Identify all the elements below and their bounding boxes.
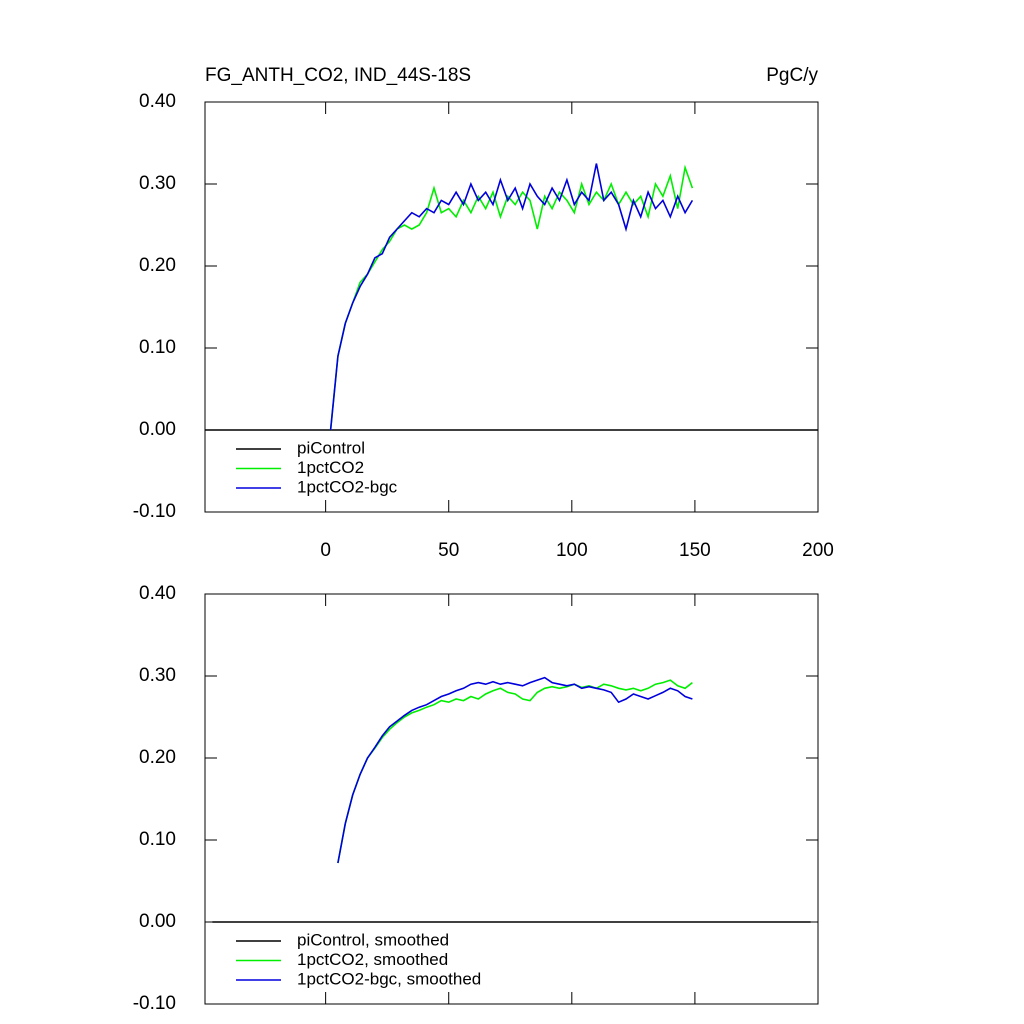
- units-label: PgC/y: [766, 65, 818, 86]
- y-tick-label: 0.10: [139, 829, 176, 850]
- y-tick-label: 0.30: [139, 665, 176, 686]
- legend-label: piControl, smoothed: [297, 930, 449, 949]
- x-tick-label: 150: [679, 540, 711, 561]
- x-tick-label: 50: [438, 540, 459, 561]
- y-tick-label: 0.20: [139, 747, 176, 768]
- y-tick-label: 0.40: [139, 583, 176, 604]
- x-tick-label: 0: [320, 540, 331, 561]
- y-tick-label: -0.10: [133, 993, 176, 1014]
- y-tick-label: 0.40: [139, 91, 176, 112]
- legend-label: 1pctCO2-bgc, smoothed: [297, 969, 481, 988]
- legend-label: piControl: [297, 438, 365, 457]
- legend-label: 1pctCO2: [297, 458, 364, 477]
- data-line: [329, 163, 694, 431]
- plot-frame: [204, 593, 819, 1005]
- data-line: [337, 679, 693, 864]
- x-tick-label: 100: [556, 540, 588, 561]
- legend-label: 1pctCO2-bgc: [297, 477, 398, 496]
- y-tick-label: 0.00: [139, 419, 176, 440]
- y-tick-label: -0.10: [133, 501, 176, 522]
- x-tick-label: 200: [802, 540, 834, 561]
- data-line: [329, 164, 694, 431]
- y-tick-label: 0.20: [139, 255, 176, 276]
- y-tick-label: 0.00: [139, 911, 176, 932]
- legend-label: 1pctCO2, smoothed: [297, 950, 448, 969]
- data-line: [337, 676, 693, 864]
- chart-title: FG_ANTH_CO2, IND_44S-18S: [205, 65, 471, 86]
- y-tick-label: 0.10: [139, 337, 176, 358]
- y-tick-label: 0.30: [139, 173, 176, 194]
- plot-frame: [204, 101, 819, 513]
